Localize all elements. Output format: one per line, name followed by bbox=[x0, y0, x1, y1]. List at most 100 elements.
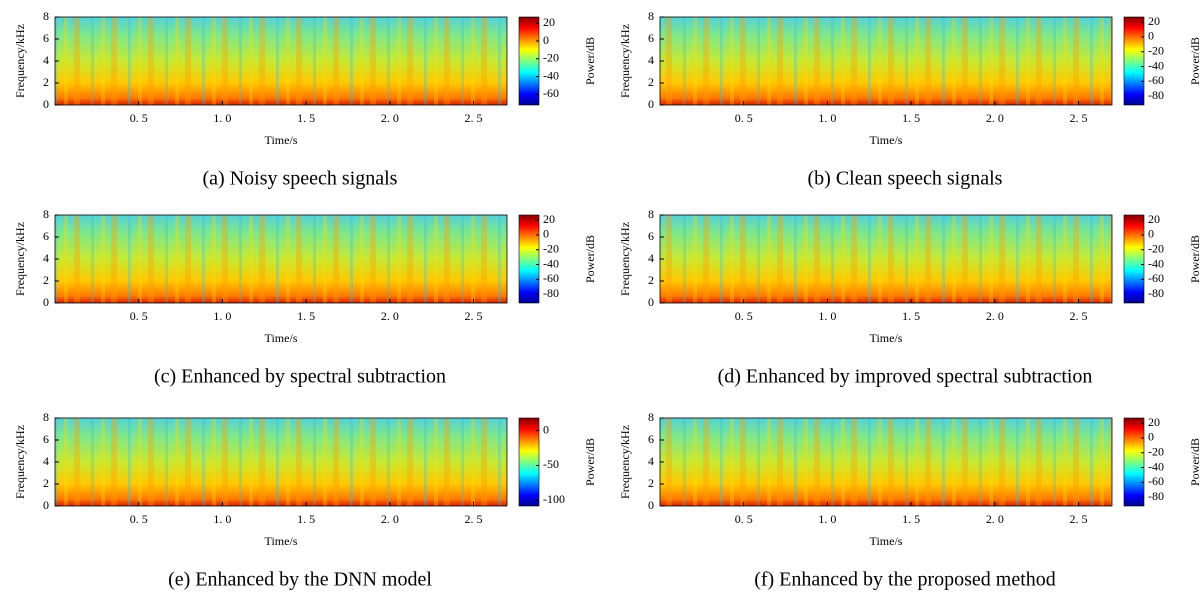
colorbar-tick-label: 0 bbox=[1148, 227, 1154, 241]
x-tick-label: 0. 5 bbox=[735, 111, 753, 125]
y-tick-label: 8 bbox=[648, 207, 654, 221]
colorbar-tick-label: 0 bbox=[1148, 29, 1154, 43]
y-tick-label: 6 bbox=[43, 31, 49, 45]
x-axis-label: Time/s bbox=[265, 534, 298, 548]
y-tick-label: 4 bbox=[648, 53, 654, 67]
x-tick-label: 2. 0 bbox=[986, 512, 1004, 526]
colorbar-tick-label: -20 bbox=[543, 242, 559, 256]
x-tick-label: 2. 5 bbox=[1070, 512, 1088, 526]
colorbar-tick-label: 0 bbox=[543, 422, 549, 436]
y-axis-label: Frequency/kHz bbox=[13, 425, 27, 499]
y-axis-label: Frequency/kHz bbox=[13, 24, 27, 98]
x-tick-label: 2. 0 bbox=[986, 111, 1004, 125]
colorbar-tick-label: 20 bbox=[1148, 14, 1160, 28]
x-tick-label: 2. 5 bbox=[465, 309, 483, 323]
colorbar-tick-label: -50 bbox=[543, 457, 559, 471]
x-axis-label: Time/s bbox=[870, 133, 903, 147]
caption: (d) Enhanced by improved spectral subtra… bbox=[718, 366, 1093, 388]
colorbar-tick-label: 0 bbox=[543, 33, 549, 47]
y-axis-label: Frequency/kHz bbox=[13, 222, 27, 296]
y-tick-label: 6 bbox=[648, 229, 654, 243]
colorbar-tick-label: -40 bbox=[1148, 256, 1164, 270]
y-tick-label: 0 bbox=[648, 97, 654, 111]
colorbar-tick-label: -80 bbox=[1148, 489, 1164, 503]
colorbar-tick-label: -60 bbox=[543, 86, 559, 100]
colorbar-tick-label: -20 bbox=[543, 51, 559, 65]
caption: (b) Clean speech signals bbox=[808, 168, 1003, 190]
colorbar-tick-label: 20 bbox=[1148, 415, 1160, 429]
colorbar-label: Power/dB bbox=[1188, 438, 1200, 486]
colorbar-label: Power/dB bbox=[583, 37, 597, 85]
x-axis-label: Time/s bbox=[870, 534, 903, 548]
y-tick-label: 2 bbox=[43, 273, 49, 287]
y-axis-label: Frequency/kHz bbox=[618, 222, 632, 296]
colorbar-tick-label: -60 bbox=[543, 271, 559, 285]
x-tick-label: 1. 5 bbox=[297, 512, 315, 526]
y-tick-label: 2 bbox=[43, 476, 49, 490]
x-tick-label: 1. 5 bbox=[902, 512, 920, 526]
y-tick-label: 0 bbox=[648, 498, 654, 512]
y-tick-label: 6 bbox=[43, 229, 49, 243]
x-axis-label: Time/s bbox=[265, 133, 298, 147]
y-tick-label: 0 bbox=[43, 498, 49, 512]
colorbar-tick-label: -60 bbox=[1148, 73, 1164, 87]
colorbar bbox=[1123, 16, 1145, 106]
y-tick-label: 4 bbox=[43, 251, 49, 265]
y-tick-label: 4 bbox=[648, 454, 654, 468]
x-axis-label: Time/s bbox=[265, 331, 298, 345]
colorbar-tick-label: -100 bbox=[543, 492, 565, 506]
colorbar-tick-label: -20 bbox=[1148, 44, 1164, 58]
x-tick-label: 1. 0 bbox=[818, 309, 836, 323]
y-tick-label: 8 bbox=[43, 207, 49, 221]
colorbar-tick-label: -60 bbox=[1148, 271, 1164, 285]
colorbar bbox=[518, 214, 540, 304]
y-tick-label: 2 bbox=[648, 273, 654, 287]
x-tick-label: 2. 5 bbox=[1070, 111, 1088, 125]
colorbar-label: Power/dB bbox=[583, 438, 597, 486]
caption: (f) Enhanced by the proposed method bbox=[754, 569, 1056, 591]
colorbar-tick-label: -60 bbox=[1148, 474, 1164, 488]
y-tick-label: 6 bbox=[43, 432, 49, 446]
spectrogram-texture bbox=[660, 215, 1112, 303]
x-tick-label: 1. 0 bbox=[213, 309, 231, 323]
x-tick-label: 1. 0 bbox=[213, 512, 231, 526]
colorbar-label: Power/dB bbox=[1188, 235, 1200, 283]
y-tick-label: 8 bbox=[43, 9, 49, 23]
caption: (c) Enhanced by spectral subtraction bbox=[154, 366, 446, 388]
spectrogram-texture bbox=[55, 215, 507, 303]
colorbar-tick-label: 0 bbox=[543, 227, 549, 241]
colorbar bbox=[1123, 214, 1145, 304]
x-tick-label: 1. 0 bbox=[818, 111, 836, 125]
colorbar bbox=[518, 16, 540, 106]
y-tick-label: 2 bbox=[648, 75, 654, 89]
y-axis-label: Frequency/kHz bbox=[618, 24, 632, 98]
spectrogram-texture bbox=[55, 17, 507, 105]
x-tick-label: 1. 5 bbox=[297, 309, 315, 323]
caption: (e) Enhanced by the DNN model bbox=[168, 569, 432, 591]
spectrogram-texture bbox=[660, 418, 1112, 506]
spectrogram-texture bbox=[55, 418, 507, 506]
y-tick-label: 0 bbox=[648, 295, 654, 309]
x-tick-label: 0. 5 bbox=[130, 309, 148, 323]
x-tick-label: 2. 5 bbox=[465, 512, 483, 526]
x-tick-label: 2. 5 bbox=[1070, 309, 1088, 323]
x-tick-label: 0. 5 bbox=[735, 309, 753, 323]
x-tick-label: 1. 5 bbox=[297, 111, 315, 125]
spectrogram-texture bbox=[660, 17, 1112, 105]
y-tick-label: 4 bbox=[43, 454, 49, 468]
x-tick-label: 1. 0 bbox=[213, 111, 231, 125]
colorbar-tick-label: -80 bbox=[1148, 286, 1164, 300]
colorbar-tick-label: -40 bbox=[1148, 459, 1164, 473]
y-tick-label: 0 bbox=[43, 295, 49, 309]
colorbar-tick-label: 20 bbox=[1148, 212, 1160, 226]
y-tick-label: 2 bbox=[648, 476, 654, 490]
y-tick-label: 4 bbox=[43, 53, 49, 67]
x-tick-label: 0. 5 bbox=[735, 512, 753, 526]
colorbar bbox=[1123, 417, 1145, 507]
colorbar-label: Power/dB bbox=[1188, 37, 1200, 85]
x-tick-label: 2. 0 bbox=[986, 309, 1004, 323]
x-tick-label: 2. 0 bbox=[381, 309, 399, 323]
x-tick-label: 1. 5 bbox=[902, 111, 920, 125]
y-tick-label: 8 bbox=[43, 410, 49, 424]
